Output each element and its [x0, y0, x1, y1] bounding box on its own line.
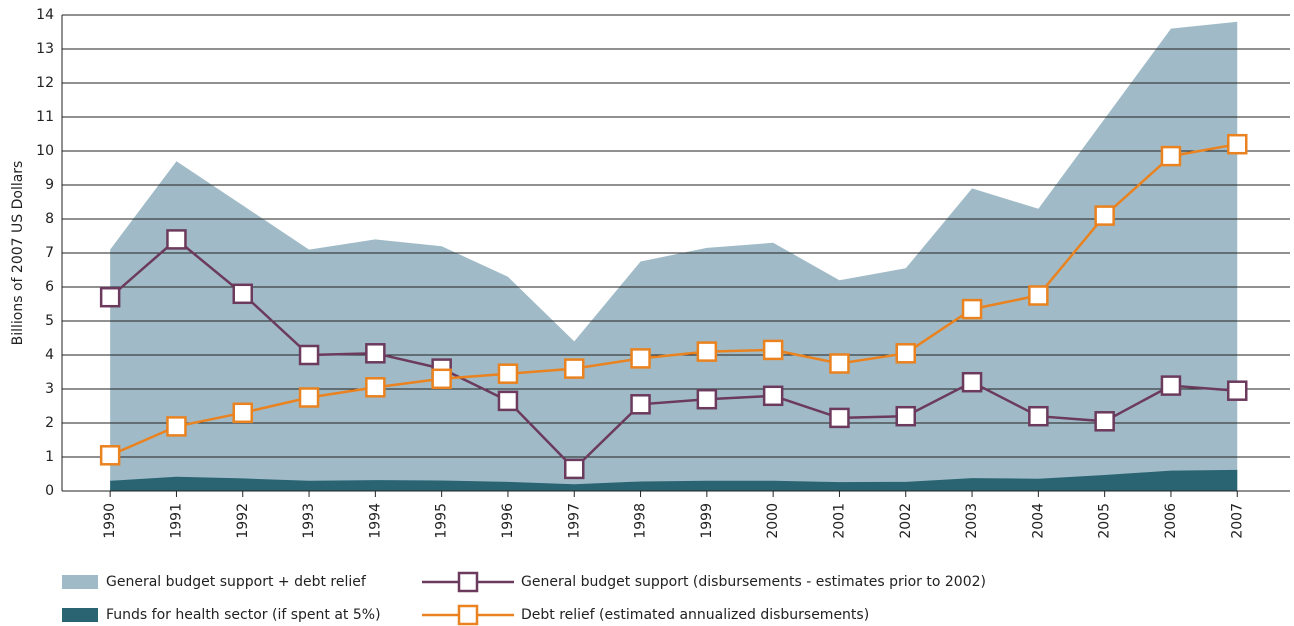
legend-label: General budget support (disbursements - …: [521, 574, 986, 590]
y-tick-label: 9: [45, 177, 54, 193]
marker: [1028, 405, 1049, 427]
marker: [298, 344, 320, 366]
x-tick-label: 2004: [1030, 503, 1046, 539]
y-tick-label: 2: [45, 415, 54, 431]
y-tick-label: 10: [36, 143, 54, 159]
marker: [961, 298, 983, 320]
marker: [961, 371, 983, 393]
x-tick-label: 2007: [1229, 503, 1245, 539]
y-tick-label: 13: [36, 41, 54, 57]
marker: [564, 458, 585, 480]
x-tick-label: 1996: [500, 503, 516, 539]
x-tick-label: 2002: [898, 503, 914, 539]
marker: [232, 283, 253, 305]
legend-swatch: [62, 608, 98, 622]
y-tick-label: 14: [36, 7, 54, 23]
marker: [99, 445, 121, 466]
marker: [829, 353, 850, 374]
line: [109, 142, 1238, 457]
marker: [762, 385, 784, 407]
x-tick-label: 1999: [699, 503, 715, 539]
marker: [298, 387, 320, 408]
x-tick-label: 1991: [168, 503, 184, 539]
marker: [497, 390, 519, 412]
y-tick-label: 4: [45, 347, 54, 363]
x-tick-label: 2006: [1163, 503, 1179, 539]
line: [109, 237, 1238, 471]
marker: [564, 358, 585, 379]
x-tick-label: 1990: [102, 503, 118, 539]
y-tick-label: 1: [45, 449, 54, 465]
marker: [1094, 411, 1115, 432]
legend-marker: [457, 604, 479, 626]
marker: [166, 416, 187, 437]
x-tick-label: 2000: [765, 503, 781, 539]
x-tick-label: 2001: [831, 503, 847, 539]
marker: [365, 377, 386, 398]
marker: [630, 394, 651, 415]
marker: [431, 368, 452, 390]
legend-label: General budget support + debt relief: [106, 574, 367, 590]
marker: [497, 363, 519, 384]
area: [110, 21, 1238, 492]
y-tick-label: 12: [36, 75, 54, 91]
marker: [630, 348, 651, 369]
y-tick-label: 0: [45, 483, 54, 499]
marker: [232, 402, 253, 424]
marker: [1160, 375, 1182, 396]
marker: [696, 341, 718, 362]
y-tick-label: 7: [45, 245, 54, 261]
marker: [895, 343, 916, 364]
x-tick-label: 1993: [301, 503, 317, 539]
marker: [1160, 145, 1182, 167]
marker: [1227, 380, 1248, 401]
legend-label: Debt relief (estimated annualized disbur…: [521, 607, 869, 623]
marker: [365, 343, 386, 364]
y-tick-label: 8: [45, 211, 54, 227]
x-tick-label: 1998: [633, 503, 649, 539]
x-tick-label: 2003: [964, 503, 980, 539]
marker: [1094, 205, 1115, 226]
marker: [166, 229, 187, 250]
x-tick-label: 1994: [367, 503, 383, 539]
legend-marker: [457, 571, 479, 593]
area: [110, 469, 1238, 491]
x-tick-label: 1997: [566, 503, 582, 539]
marker: [1227, 133, 1248, 155]
x-tick-label: 1995: [434, 503, 450, 539]
y-tick-label: 6: [45, 279, 54, 295]
marker: [99, 286, 121, 308]
marker: [696, 388, 718, 410]
legend-swatch: [62, 575, 98, 589]
x-tick-label: 1992: [235, 503, 251, 539]
y-axis-label: Billions of 2007 US Dollars: [10, 161, 26, 346]
marker: [762, 339, 784, 361]
y-tick-label: 3: [45, 381, 54, 397]
x-tick-label: 2005: [1097, 503, 1113, 539]
marker: [895, 405, 916, 427]
y-tick-label: 5: [45, 313, 54, 329]
legend-label: Funds for health sector (if spent at 5%): [106, 607, 381, 623]
y-tick-label: 11: [36, 109, 54, 125]
marker: [1028, 285, 1049, 306]
marker: [829, 407, 850, 429]
